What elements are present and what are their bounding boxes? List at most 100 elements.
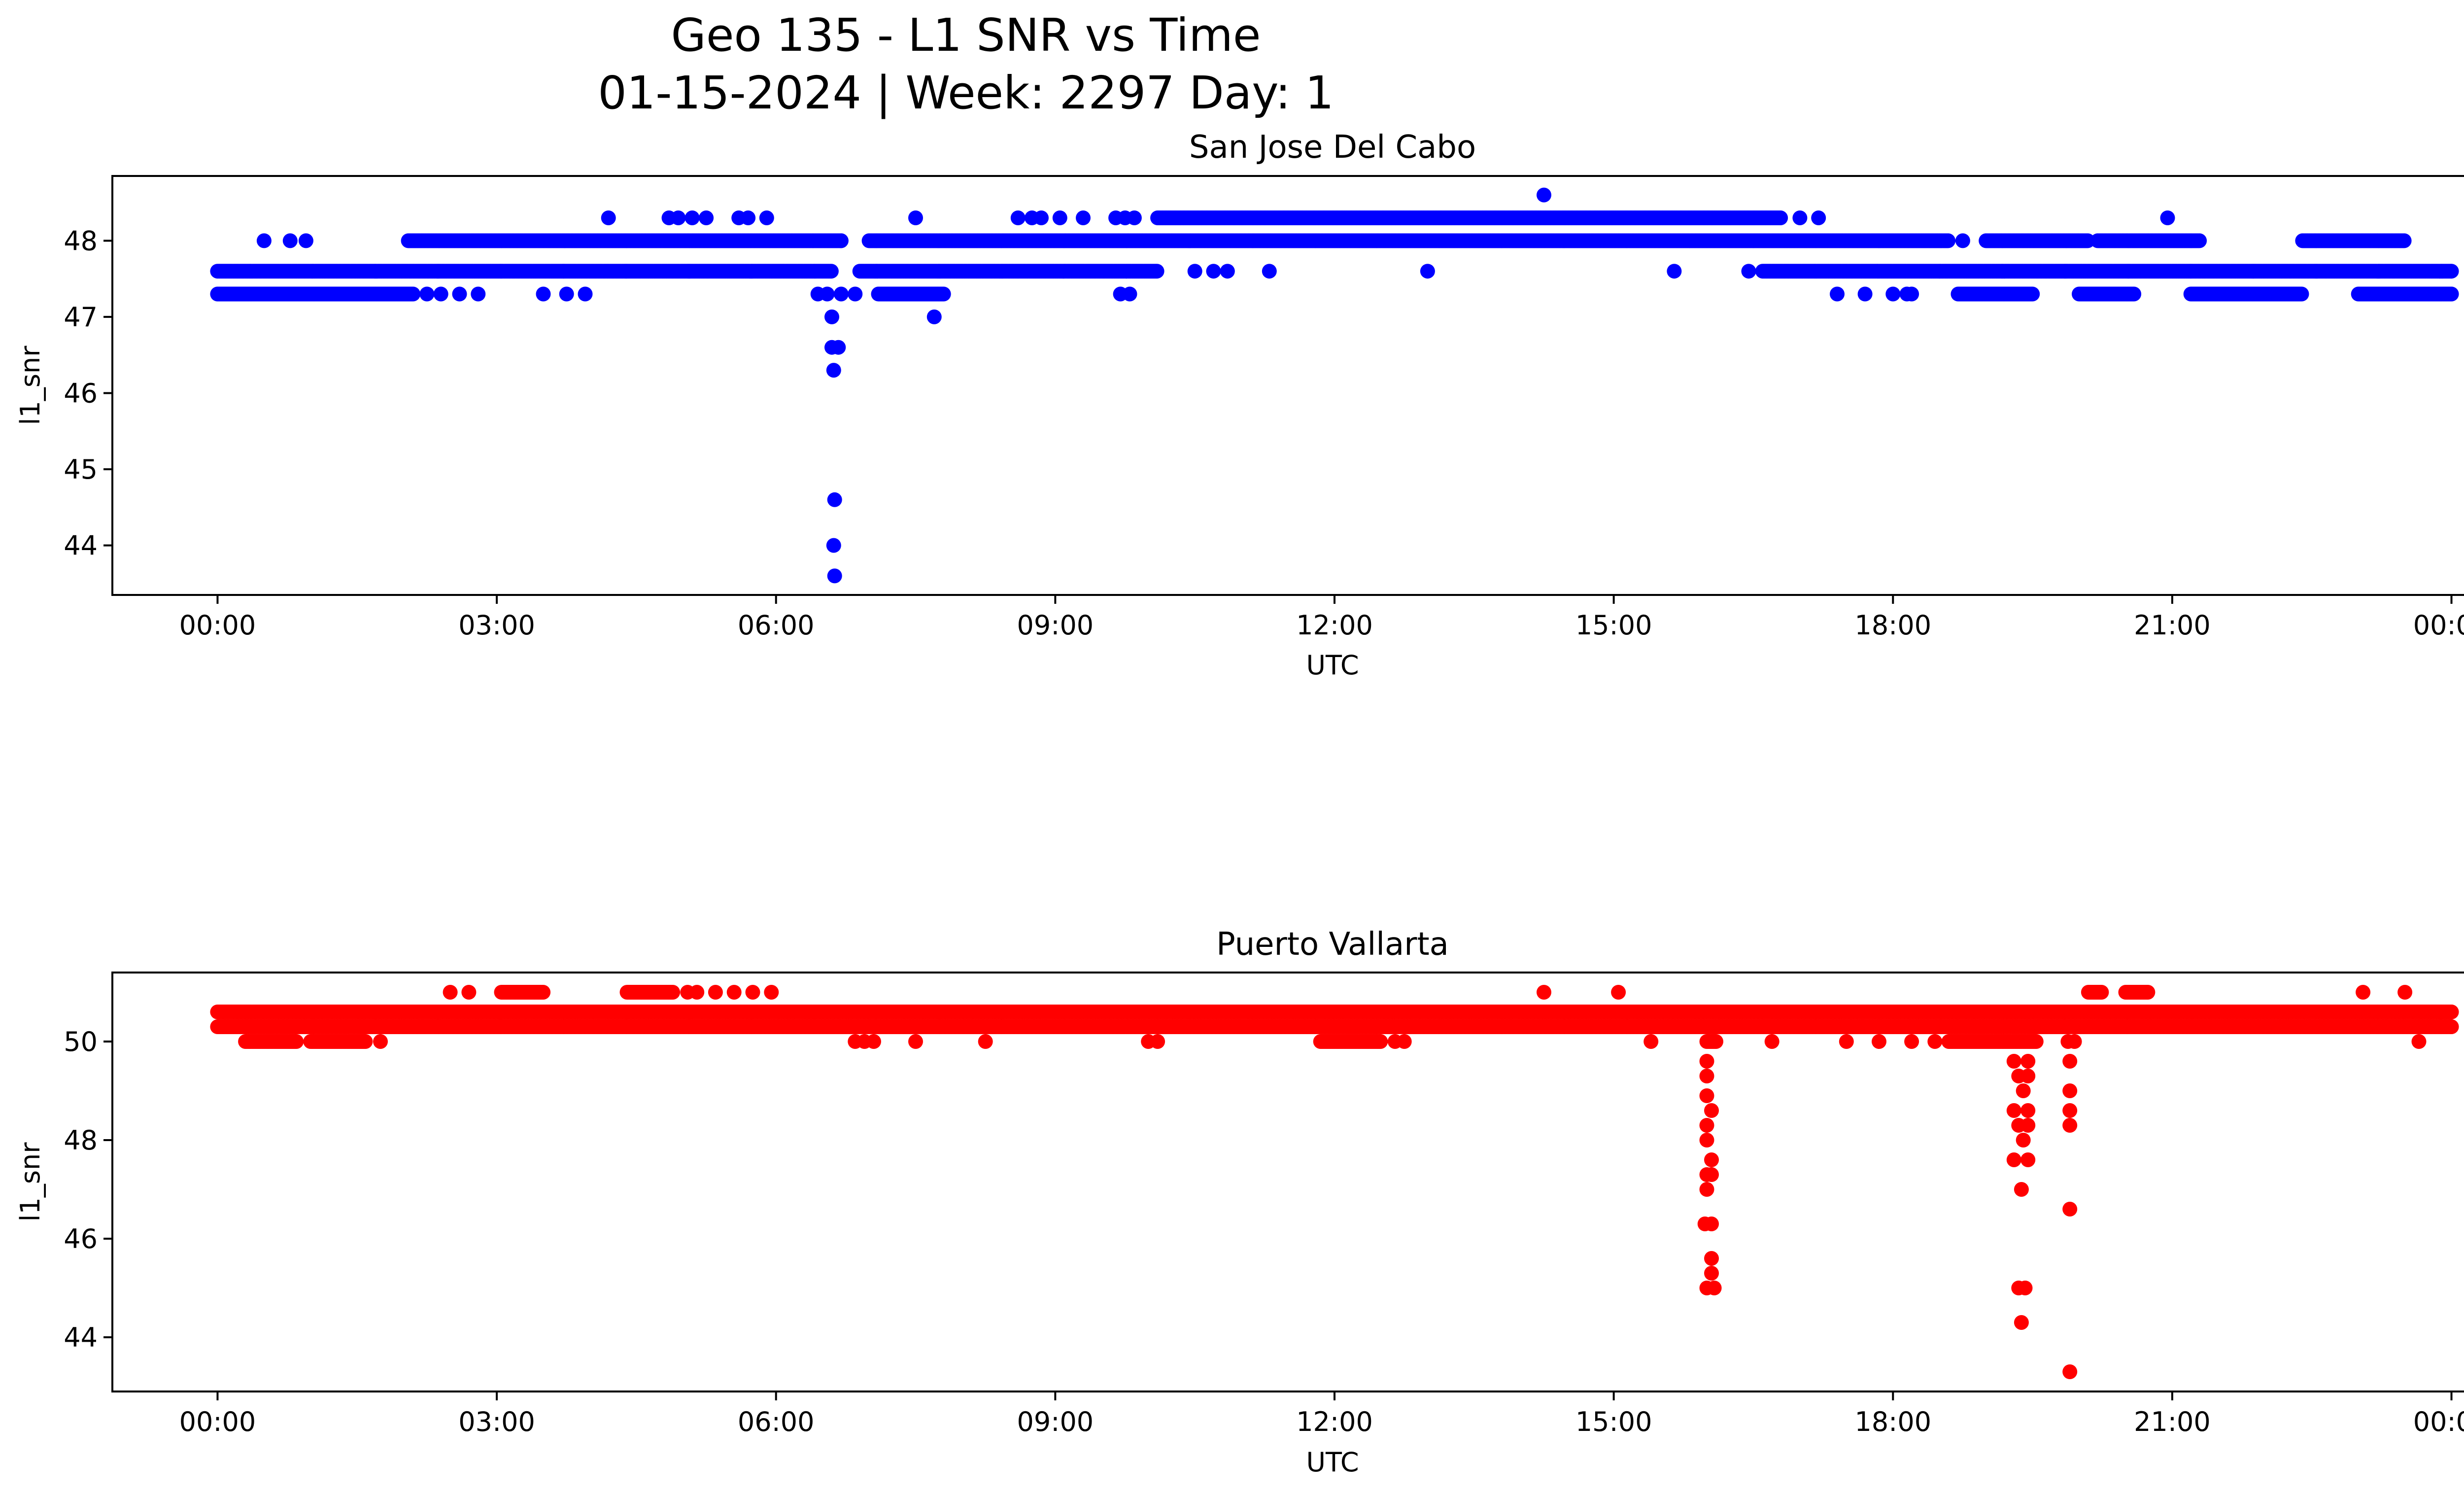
data-point [1537,187,1551,203]
sample-band [861,233,1956,248]
x-tick-label: 12:00 [1296,610,1373,641]
data-point [1792,210,1808,225]
figure-subtitle: 01-15-2024 | Week: 2297 Day: 1 [598,67,1334,119]
data-point [826,363,841,378]
data-point [2444,264,2459,279]
data-point [2126,286,2142,302]
data-point [601,210,616,225]
data-point [827,492,842,507]
data-point [1122,286,1137,302]
x-tick-label: 18:00 [1854,610,1931,641]
data-point [1667,264,1682,279]
sample-band [2072,286,2142,302]
data-point [536,286,551,302]
data-point [1420,264,1435,279]
data-point [820,286,835,302]
data-point [419,286,435,302]
sample-band [2295,233,2412,248]
sample-band [2090,233,2207,248]
x-tick-label: 00:00 [179,610,256,641]
data-point [433,286,448,302]
y-tick-label: 47 [64,302,98,333]
sample-band [1150,210,1788,225]
sample-band [1979,233,2095,248]
sample-band [2351,286,2459,302]
data-point [833,286,849,302]
data-point [578,286,593,302]
data-point [1149,264,1164,279]
data-point [848,286,863,302]
data-point [2192,233,2207,248]
data-point [824,309,839,324]
data-point [1206,264,1221,279]
data-point [926,309,942,324]
data-point [1034,210,1049,225]
x-tick-label: 06:00 [738,610,815,641]
chart-panel-san-jose-del-cabo: San Jose Del Cabo 00:00 03:00 06:00 09:00 12… [15,129,2464,681]
data-point [2160,210,2175,225]
data-point [827,568,842,584]
sample-band [852,264,1164,279]
y-tick-label: 48 [64,225,98,256]
data-point [452,286,467,302]
data-point [1773,210,1788,225]
data-point [1830,286,1845,302]
data-point [908,210,923,225]
figure-title: Geo 135 - L1 SNR vs Time [671,9,1261,62]
sample-band [401,233,849,248]
x-tick-label: 21:00 [2134,610,2211,641]
data-points-layer [210,187,2459,584]
chart-title: Puerto Vallarta [1216,926,1449,963]
data-point [671,210,686,225]
data-point [1052,210,1067,225]
data-point [1220,264,1235,279]
x-tick-label: 09:00 [1017,610,1094,641]
data-point [1955,233,1970,248]
data-point [2444,286,2459,302]
sample-band [210,1019,2459,1034]
x-axis-label: UTC [1306,650,1359,681]
sample-band [2183,286,2309,302]
data-point [759,210,774,225]
data-point [298,233,313,248]
data-point [699,210,714,225]
y-axis-label: l1_snr [15,346,46,425]
data-point [831,340,846,355]
data-point [936,286,951,302]
data-point [1941,233,1956,248]
y-tick-label: 46 [64,378,98,409]
data-point [684,210,700,225]
sample-band [1755,264,2459,279]
data-point [2396,233,2412,248]
y-tick-label: 45 [64,454,98,485]
data-point [2025,286,2040,302]
chart-title: San Jose Del Cabo [1189,129,1476,166]
data-point [1904,286,1919,302]
data-point [559,286,574,302]
sample-band [1951,286,2040,302]
y-tick-label: 44 [64,530,98,561]
sample-band [210,286,421,302]
sample-band [210,264,839,279]
data-point [1076,210,1091,225]
data-point [1741,264,1756,279]
data-point [823,264,839,279]
data-point [741,210,756,225]
data-point [1187,264,1202,279]
data-point [1857,286,1873,302]
sample-band [871,286,951,302]
data-point [2294,286,2309,302]
data-point [256,233,272,248]
data-point [471,286,486,302]
data-point [282,233,298,248]
data-point [826,538,841,553]
data-point [1010,210,1026,225]
data-point [1127,210,1142,225]
x-tick-label: 15:00 [1575,610,1652,641]
data-point [1262,264,1277,279]
x-tick-label: 00:00 [2413,610,2464,641]
x-tick-label: 03:00 [458,610,535,641]
data-point [833,233,849,248]
